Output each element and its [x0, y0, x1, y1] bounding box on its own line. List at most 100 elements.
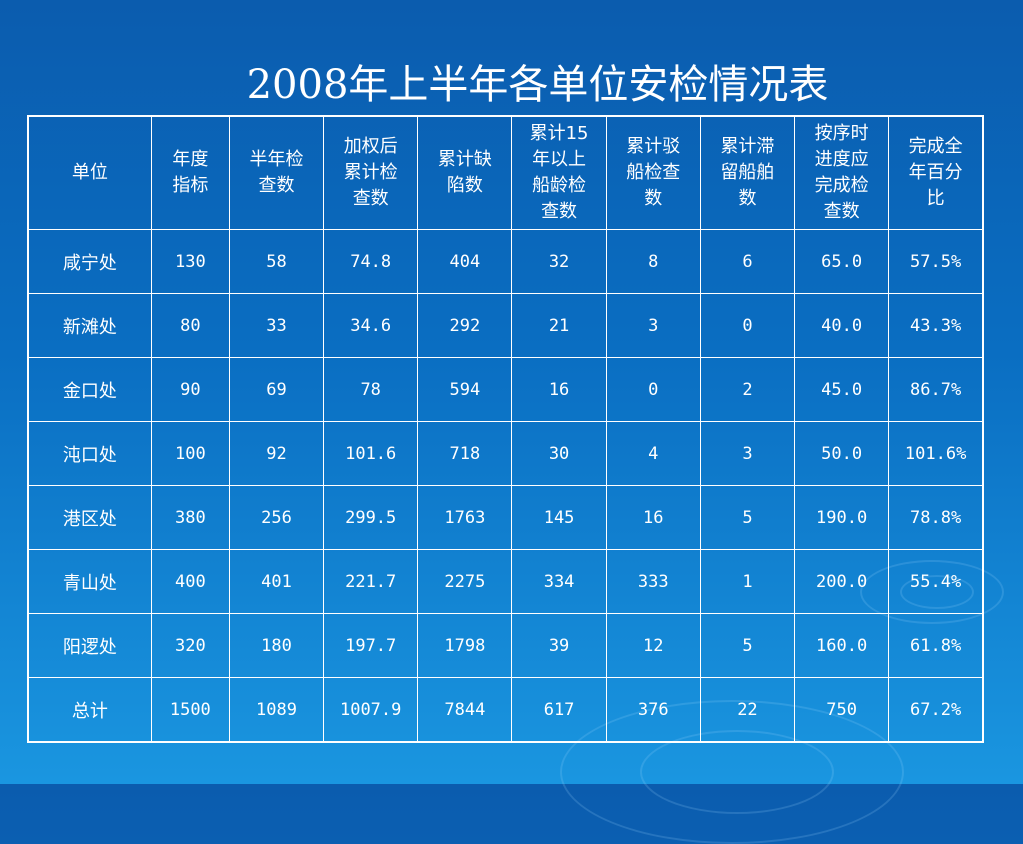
table-cell: 43.3%	[888, 293, 984, 358]
table-cell: 2	[699, 357, 796, 422]
table-cell: 617	[511, 677, 607, 743]
table-cell: 34.6	[323, 293, 419, 358]
column-header-cumulative-defects: 累计缺陷数	[417, 115, 513, 230]
table-cell: 58	[228, 229, 325, 294]
table-cell: 401	[228, 549, 325, 614]
table-cell: 299.5	[323, 485, 419, 550]
table-row: 金口处 90 69 78 594 16 0 2 45.0 86.7%	[27, 357, 984, 422]
table-cell: 292	[417, 293, 513, 358]
table-cell: 200.0	[794, 549, 890, 614]
table-cell: 197.7	[323, 613, 419, 678]
table-cell: 100	[150, 421, 230, 486]
column-header-barge-inspections: 累计驳船检查数	[605, 115, 701, 230]
table-cell: 180	[228, 613, 325, 678]
total-row: 总计 1500 1089 1007.9 7844 617 376 22 750 67.2%	[27, 677, 984, 743]
table-cell: 78.8%	[888, 485, 984, 550]
table-cell: 22	[699, 677, 796, 743]
table-cell: 55.4%	[888, 549, 984, 614]
table-cell: 5	[699, 613, 796, 678]
table-body: 咸宁处 130 58 74.8 404 32 8 6 65.0 57.5% 新滩处 80 33 34.6 2…	[27, 229, 984, 743]
unit-name-cell: 港区处	[27, 485, 152, 550]
table-cell: 30	[511, 421, 607, 486]
table-cell: 5	[699, 485, 796, 550]
table-cell: 1007.9	[323, 677, 419, 743]
column-header-annual-target: 年度指标	[150, 115, 230, 230]
table-cell: 1798	[417, 613, 513, 678]
table-cell: 750	[794, 677, 890, 743]
column-header-unit: 单位	[27, 115, 152, 230]
table-cell: 718	[417, 421, 513, 486]
unit-name-cell: 咸宁处	[27, 229, 152, 294]
table-cell: 1500	[150, 677, 230, 743]
table-header-row: 单位 年度指标 半年检查数 加权后累计检查数 累计缺陷数 累计15年以上船龄检查…	[27, 115, 984, 230]
table-cell: 400	[150, 549, 230, 614]
table-cell: 3	[605, 293, 701, 358]
inspection-table: 单位 年度指标 半年检查数 加权后累计检查数 累计缺陷数 累计15年以上船龄检查…	[27, 115, 984, 743]
table-cell: 190.0	[794, 485, 890, 550]
table-cell: 101.6	[323, 421, 419, 486]
column-header-old-vessel-inspections: 累计15年以上船龄检查数	[511, 115, 607, 230]
table-cell: 1763	[417, 485, 513, 550]
table-cell: 221.7	[323, 549, 419, 614]
table-cell: 256	[228, 485, 325, 550]
table-cell: 8	[605, 229, 701, 294]
table-cell: 21	[511, 293, 607, 358]
table-cell: 65.0	[794, 229, 890, 294]
table-row: 咸宁处 130 58 74.8 404 32 8 6 65.0 57.5%	[27, 229, 984, 294]
unit-name-cell: 阳逻处	[27, 613, 152, 678]
table-cell: 334	[511, 549, 607, 614]
table-cell: 1	[699, 549, 796, 614]
table-row: 青山处 400 401 221.7 2275 334 333 1 200.0 55.4%	[27, 549, 984, 614]
table-cell: 92	[228, 421, 325, 486]
table-cell: 90	[150, 357, 230, 422]
table-cell: 61.8%	[888, 613, 984, 678]
table-cell: 33	[228, 293, 325, 358]
unit-name-cell: 沌口处	[27, 421, 152, 486]
table-cell: 130	[150, 229, 230, 294]
table-row: 沌口处 100 92 101.6 718 30 4 3 50.0 101.6%	[27, 421, 984, 486]
table-cell: 333	[605, 549, 701, 614]
table-cell: 101.6%	[888, 421, 984, 486]
column-header-annual-completion-percent: 完成全年百分比	[888, 115, 984, 230]
table-cell: 4	[605, 421, 701, 486]
table-cell: 78	[323, 357, 419, 422]
table-cell: 39	[511, 613, 607, 678]
column-header-half-year-inspections: 半年检查数	[228, 115, 325, 230]
table-cell: 0	[605, 357, 701, 422]
page-title: 2008年上半年各单位安检情况表	[246, 62, 829, 108]
table-cell: 50.0	[794, 421, 890, 486]
unit-name-cell: 青山处	[27, 549, 152, 614]
table-cell: 12	[605, 613, 701, 678]
table-cell: 0	[699, 293, 796, 358]
column-header-scheduled-inspections: 按序时进度应完成检查数	[794, 115, 890, 230]
table-cell: 2275	[417, 549, 513, 614]
table-cell: 160.0	[794, 613, 890, 678]
table-row: 新滩处 80 33 34.6 292 21 3 0 40.0 43.3%	[27, 293, 984, 358]
table-cell: 6	[699, 229, 796, 294]
table-cell: 16	[511, 357, 607, 422]
table-row: 阳逻处 320 180 197.7 1798 39 12 5 160.0 61.8%	[27, 613, 984, 678]
unit-name-cell: 总计	[27, 677, 152, 743]
table-cell: 320	[150, 613, 230, 678]
table-cell: 86.7%	[888, 357, 984, 422]
table-cell: 45.0	[794, 357, 890, 422]
column-header-weighted-cumulative: 加权后累计检查数	[323, 115, 419, 230]
table-cell: 32	[511, 229, 607, 294]
table-cell: 80	[150, 293, 230, 358]
column-header-detained-vessels: 累计滞留船舶数	[699, 115, 796, 230]
table-row: 港区处 380 256 299.5 1763 145 16 5 190.0 78.8%	[27, 485, 984, 550]
table-cell: 376	[605, 677, 701, 743]
table-cell: 74.8	[323, 229, 419, 294]
table-cell: 40.0	[794, 293, 890, 358]
table-cell: 594	[417, 357, 513, 422]
table-cell: 57.5%	[888, 229, 984, 294]
unit-name-cell: 金口处	[27, 357, 152, 422]
unit-name-cell: 新滩处	[27, 293, 152, 358]
table-cell: 69	[228, 357, 325, 422]
table-cell: 16	[605, 485, 701, 550]
table-cell: 67.2%	[888, 677, 984, 743]
table-cell: 7844	[417, 677, 513, 743]
table-cell: 380	[150, 485, 230, 550]
table-cell: 1089	[228, 677, 325, 743]
table-cell: 3	[699, 421, 796, 486]
